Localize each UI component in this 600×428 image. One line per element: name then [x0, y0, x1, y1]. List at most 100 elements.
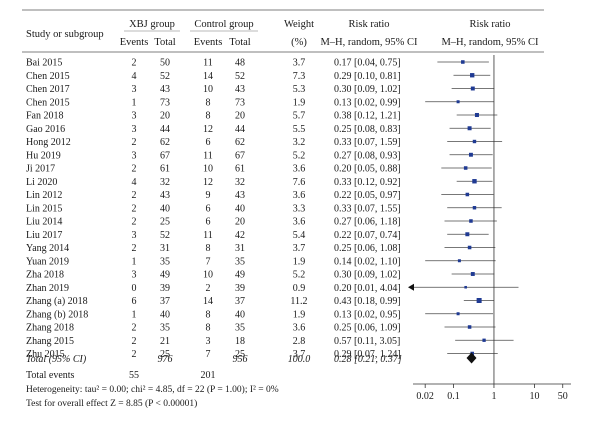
- control-events: 7: [206, 349, 211, 360]
- header-rr: Risk ratio: [348, 19, 389, 30]
- header-weight: Weight: [284, 19, 314, 30]
- total-n1: 976: [158, 354, 173, 365]
- study-weight: 5.2: [293, 270, 306, 281]
- point-estimate: [472, 139, 477, 144]
- study-weight: 5.4: [293, 230, 306, 241]
- xbj-events: 4: [132, 71, 137, 82]
- header-plot-title: Risk ratio: [469, 19, 510, 30]
- x-tick-label: 0.1: [447, 391, 460, 402]
- study-name: Yuan 2019: [26, 256, 69, 267]
- xbj-total: 52: [160, 71, 170, 82]
- xbj-total: 37: [160, 296, 170, 307]
- point-estimate: [456, 100, 460, 104]
- xbj-events: 2: [132, 323, 137, 334]
- point-estimate: [474, 112, 479, 118]
- study-ci: 0.29 [0.07, 1.24]: [334, 349, 401, 360]
- control-events: 7: [206, 256, 211, 267]
- total-events-2: 201: [201, 370, 216, 381]
- study-ci: 0.38 [0.12, 1.21]: [334, 111, 401, 122]
- point-estimate: [469, 219, 473, 223]
- study-name: Zha 2018: [26, 270, 64, 281]
- control-events: 11: [203, 230, 213, 241]
- control-events: 14: [203, 296, 213, 307]
- header-events1: Events: [120, 37, 149, 48]
- xbj-total: 61: [160, 164, 170, 175]
- control-total: 18: [235, 336, 245, 347]
- study-weight: 3.7: [293, 349, 306, 360]
- header-rr-method: M–H, random, 95% CI: [320, 37, 418, 48]
- study-name: Liu 2017: [26, 230, 62, 241]
- xbj-total: 40: [160, 309, 170, 320]
- header-group2: Control group: [194, 19, 253, 30]
- header-total1: Total: [154, 37, 176, 48]
- control-total: 42: [235, 230, 245, 241]
- study-weight: 7.3: [293, 71, 306, 82]
- xbj-events: 2: [132, 190, 137, 201]
- control-events: 11: [203, 150, 213, 161]
- xbj-total: 67: [160, 150, 170, 161]
- xbj-total: 73: [160, 97, 170, 108]
- study-name: Ji 2017: [26, 164, 55, 175]
- study-weight: 7.6: [293, 177, 306, 188]
- control-events: 10: [203, 84, 213, 95]
- control-events: 3: [206, 336, 211, 347]
- xbj-events: 3: [132, 150, 137, 161]
- study-ci: 0.27 [0.08, 0.93]: [334, 150, 401, 161]
- control-events: 14: [203, 71, 213, 82]
- point-estimate: [463, 166, 468, 170]
- study-ci: 0.13 [0.02, 0.99]: [334, 97, 401, 108]
- point-estimate: [464, 285, 467, 289]
- study-ci: 0.30 [0.09, 1.02]: [334, 270, 401, 281]
- xbj-events: 4: [132, 177, 137, 188]
- control-events: 10: [203, 164, 213, 175]
- xbj-total: 32: [160, 177, 170, 188]
- xbj-events: 2: [132, 137, 137, 148]
- header-events2: Events: [194, 37, 223, 48]
- point-estimate: [467, 325, 472, 329]
- x-tick-label: 50: [558, 391, 568, 402]
- xbj-events: 2: [132, 203, 137, 214]
- control-total: 40: [235, 309, 245, 320]
- control-events: 12: [203, 177, 213, 188]
- xbj-events: 2: [132, 58, 137, 69]
- control-total: 20: [235, 217, 245, 228]
- point-estimate: [465, 192, 470, 197]
- xbj-events: 1: [132, 97, 137, 108]
- control-total: 31: [235, 243, 245, 254]
- xbj-events: 3: [132, 230, 137, 241]
- study-name: Zhan 2019: [26, 283, 69, 294]
- xbj-total: 49: [160, 270, 170, 281]
- point-estimate: [468, 152, 473, 157]
- study-name: Chen 2015: [26, 97, 70, 108]
- point-estimate: [456, 312, 460, 316]
- study-ci: 0.33 [0.07, 1.59]: [334, 137, 401, 148]
- xbj-events: 3: [132, 111, 137, 122]
- study-name: Fan 2018: [26, 111, 64, 122]
- x-tick-label: 1: [491, 391, 496, 402]
- xbj-total: 21: [160, 336, 170, 347]
- point-estimate: [461, 60, 465, 64]
- study-weight: 3.7: [293, 243, 306, 254]
- study-weight: 1.9: [293, 256, 306, 267]
- study-weight: 1.9: [293, 97, 306, 108]
- control-events: 8: [206, 111, 211, 122]
- xbj-total: 35: [160, 323, 170, 334]
- study-ci: 0.22 [0.07, 0.74]: [334, 230, 401, 241]
- xbj-total: 40: [160, 203, 170, 214]
- point-estimate: [482, 338, 486, 342]
- xbj-total: 43: [160, 190, 170, 201]
- study-name: Zhang 2015: [26, 336, 74, 347]
- control-events: 11: [203, 58, 213, 69]
- overall-effect-text: Test for overall effect Z = 8.85 (P < 0.…: [26, 398, 197, 409]
- control-total: 40: [235, 203, 245, 214]
- point-estimate: [470, 272, 475, 276]
- study-weight: 5.5: [293, 124, 306, 135]
- study-weight: 5.7: [293, 111, 306, 122]
- study-weight: 3.7: [293, 58, 306, 69]
- total-ci: 0.28 [0.21, 0.37]: [334, 354, 402, 365]
- control-total: 49: [235, 270, 245, 281]
- plot-marks: [408, 55, 519, 384]
- study-name: Zhang (a) 2018: [26, 296, 88, 307]
- study-weight: 3.6: [293, 217, 306, 228]
- control-total: 37: [235, 296, 245, 307]
